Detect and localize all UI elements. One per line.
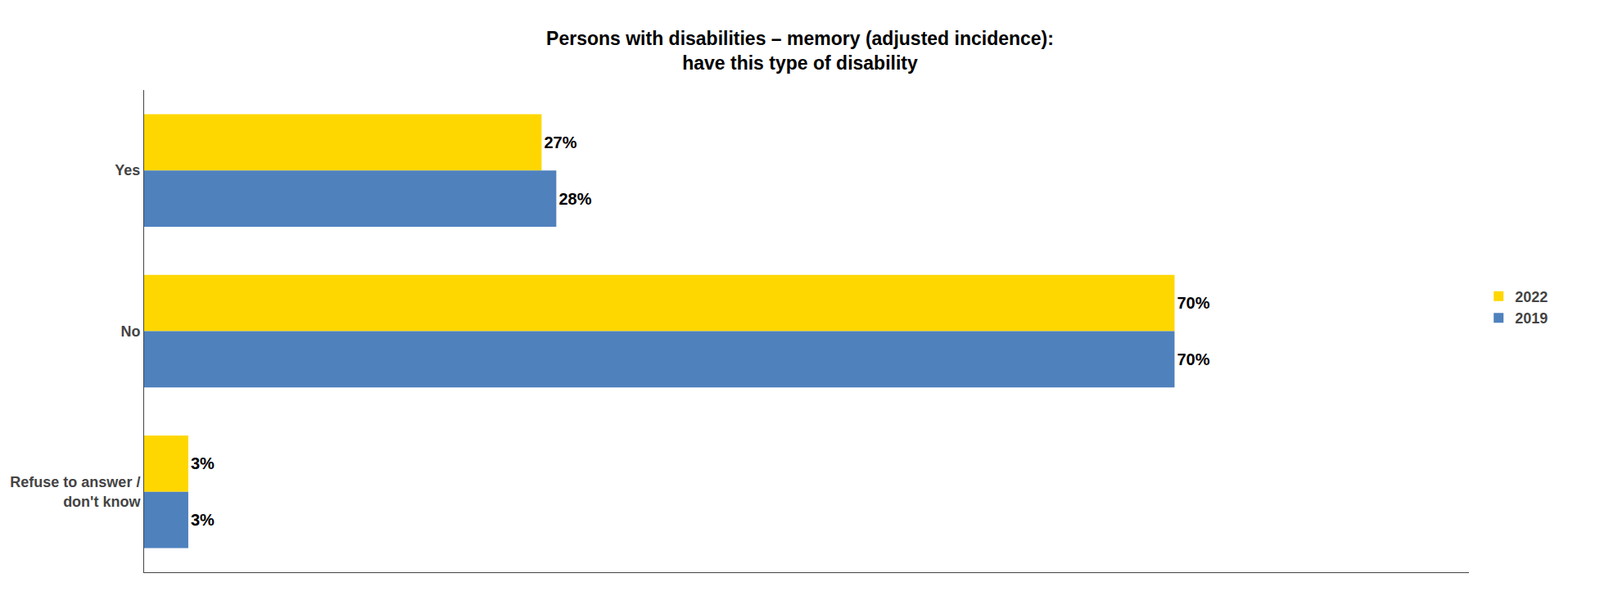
- svg-text:3%: 3%: [190, 510, 215, 529]
- svg-text:70%: 70%: [1176, 350, 1210, 369]
- svg-text:Refuse to answer /don't know: Refuse to answer /don't know: [9, 474, 141, 510]
- svg-text:28%: 28%: [558, 189, 592, 208]
- svg-text:2019: 2019: [1514, 310, 1548, 327]
- svg-text:27%: 27%: [543, 133, 577, 152]
- svg-text:Persons with disabilities – me: Persons with disabilities – memory (adju…: [546, 27, 1054, 74]
- svg-text:Yes: Yes: [114, 162, 141, 179]
- svg-text:No: No: [120, 323, 141, 340]
- svg-text:2022: 2022: [1514, 289, 1548, 306]
- svg-text:70%: 70%: [1176, 293, 1210, 312]
- svg-text:3%: 3%: [190, 454, 215, 473]
